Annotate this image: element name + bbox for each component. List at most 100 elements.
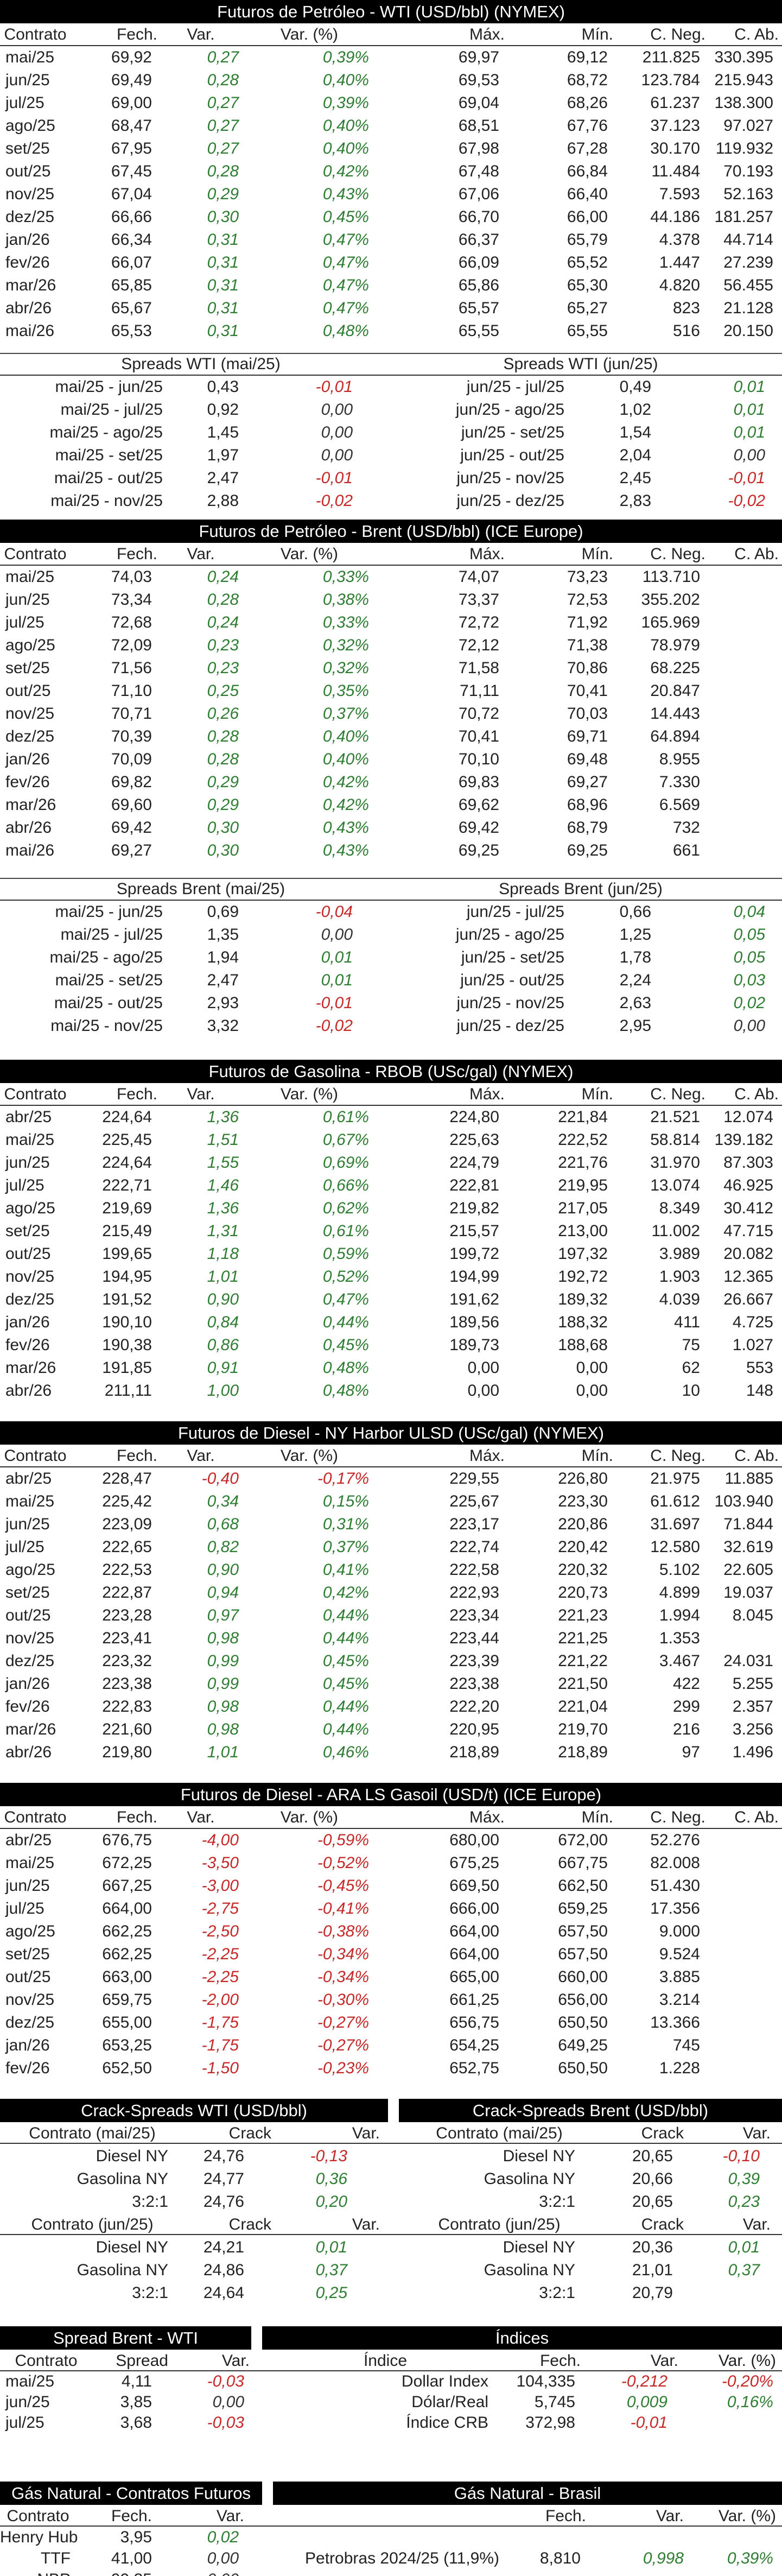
column-header: Contrato [4,1447,67,1465]
open-interest-cell: 215.943 [714,71,773,89]
index-change-pct-cell [673,2413,773,2433]
contract-cell: nov/25 [5,1268,55,1286]
change-pct-cell: -0,34% [317,1968,369,1986]
high-cell: 225,67 [449,1492,499,1510]
close-cell: 199,65 [102,1245,152,1263]
change-pct-cell: 0,47% [322,254,369,271]
column-header: C. Ab. [734,1447,779,1465]
contract-cell: dez/25 [5,727,55,745]
change-cell: 1,00 [207,1382,239,1400]
high-cell: 70,72 [458,705,499,723]
table-row: jul/25 72,68 0,24 0,33% 72,72 71,92 165.969 [0,611,782,634]
low-cell: 213,00 [558,1222,608,1240]
change-pct-cell: -0,23% [317,2059,369,2077]
brent-spreads: Spreads Brent (mai/25) Spreads Brent (jun… [0,878,782,1035]
gasoil-table: Contrato Fech. Var. Var. (%) Máx. Mín. C. Neg.… [0,1806,782,2080]
volume-cell: 64.894 [650,727,700,745]
spread-change-cell: 0,02 [733,994,765,1012]
column-header: Máx. [469,1085,505,1103]
close-cell: 659,75 [102,1991,152,2009]
low-cell: 222,52 [558,1131,608,1149]
spread-value-cell: 2,47 [207,469,239,487]
volume-cell: 13.074 [650,1176,700,1194]
crack-column-header: Crack [641,2216,684,2233]
change-cell: 1,31 [207,1222,239,1240]
low-cell: 67,76 [567,117,608,135]
table-row: ago/25 72,09 0,23 0,32% 72,12 71,38 78.979 [0,634,782,657]
close-cell: 223,32 [102,1652,152,1670]
open-interest-cell [705,566,773,588]
spread-indices-row: jul/25 3,68 -0,03 Índice CRB 372,98 -0,01 [0,2413,782,2433]
high-cell: 65,57 [458,299,499,317]
low-cell: 69,12 [567,48,608,66]
table-row: jun/25 224,64 1,55 0,69% 224,79 221,76 31.970 8… [0,1151,782,1174]
crack-product-cell: 3:2:1 [539,2193,575,2211]
crack-column-header: Contrato (mai/25) [436,2124,563,2142]
spread-change-cell: -0,01 [315,378,353,396]
high-cell: 67,06 [458,185,499,203]
spread-change-cell: -0,01 [728,469,765,487]
bw-spread-cell: 3,85 [120,2393,152,2411]
change-cell: 0,27 [207,117,239,135]
low-cell: 220,86 [558,1515,608,1533]
crack-value-cell: 24,64 [203,2284,244,2302]
spread-change-cell: 0,01 [733,401,765,419]
volume-cell: 21.521 [650,1108,700,1126]
change-pct-cell: -0,38% [317,1922,369,1940]
volume-cell: 4.820 [659,276,700,294]
spread-value-cell: 1,78 [619,948,651,966]
spread-value-cell: 2,24 [619,971,651,989]
ulsd-title: Futuros de Diesel - NY Harbor ULSD (USc/… [0,1421,782,1445]
high-cell: 229,55 [449,1470,499,1488]
contract-cell: jan/26 [5,2036,50,2054]
table-row: abr/25 228,47 -0,40 -0,17% 229,55 226,80 21.97… [0,1467,782,1490]
close-cell: 215,49 [102,1222,152,1240]
close-cell: 224,64 [102,1154,152,1172]
open-interest-cell [705,1627,773,1650]
low-cell: 221,76 [558,1154,608,1172]
contract-cell: mai/25 [5,48,55,66]
change-pct-cell: -0,30% [317,1991,369,2009]
open-interest-cell: 103.940 [714,1492,773,1510]
contract-cell: fev/26 [5,254,50,271]
spread-pair-cell: jun/25 - set/25 [461,423,564,441]
change-cell: 0,90 [207,1561,239,1579]
table-row: set/25 215,49 1,31 0,61% 215,57 213,00 11.002 4… [0,1220,782,1243]
change-cell: 0,30 [207,819,239,837]
low-cell: 0,00 [576,1382,608,1400]
crack-column-header: Var. [352,2216,380,2233]
close-cell: 667,25 [102,1877,152,1895]
open-interest-cell: 97.027 [723,117,773,135]
contract-cell: fev/26 [5,773,50,791]
high-cell: 222,58 [449,1561,499,1579]
change-cell: 0,31 [207,231,239,249]
open-interest-cell: 4.725 [732,1313,773,1331]
volume-cell: 661 [672,841,700,859]
crack-header: Contrato (mai/25) Crack Var. Contrato (mai/… [0,2122,782,2144]
contract-cell: abr/26 [5,1743,52,1761]
change-cell: 0,27 [207,94,239,112]
change-cell: 0,24 [207,613,239,631]
contract-cell: mar/26 [5,796,56,814]
table-row: abr/26 69,42 0,30 0,43% 69,42 68,79 732 [0,817,782,839]
low-cell: 221,84 [558,1108,608,1126]
volume-cell: 31.970 [650,1154,700,1172]
change-pct-cell: 0,33% [322,568,369,586]
change-cell: 0,98 [207,1629,239,1647]
open-interest-cell: 70.193 [723,162,773,180]
bw-change-cell: -0,03 [207,2372,244,2390]
spread-row: mai/25 - set/25 1,97 0,00 jun/25 - out/25 2,… [0,444,782,467]
high-cell: 223,17 [449,1515,499,1533]
low-cell: 657,50 [558,1922,608,1940]
spread-pair-cell: jun/25 - nov/25 [456,469,564,487]
contract-cell: jan/26 [5,1313,50,1331]
spread-pair-cell: mai/25 - nov/25 [50,1017,163,1035]
close-cell: 672,25 [102,1854,152,1872]
contract-cell: abr/26 [5,1382,52,1400]
close-cell: 676,75 [102,1831,152,1849]
close-cell: 662,25 [102,1922,152,1940]
low-cell: 221,04 [558,1698,608,1716]
high-cell: 222,81 [449,1176,499,1194]
close-cell: 223,38 [102,1675,152,1693]
table-row: nov/25 659,75 -2,00 -0,30% 661,25 656,00 3.214 [0,1989,782,2011]
